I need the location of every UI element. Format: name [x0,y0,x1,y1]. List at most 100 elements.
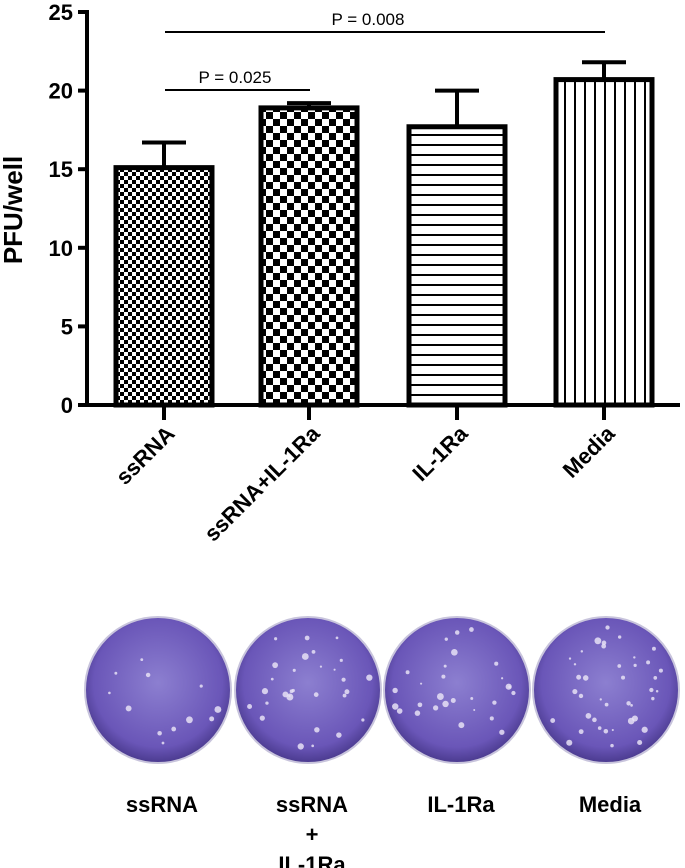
plaque [274,637,278,641]
plaque [341,677,346,682]
plaque [292,668,296,672]
plaque [501,677,504,680]
plaque [297,743,304,750]
plaque [653,676,658,680]
plaque [578,693,584,699]
plaque [209,716,215,722]
x-tick-label: IL-1Ra [407,420,473,486]
plaque [265,701,269,705]
plaque [489,716,494,721]
y-tick-label: 25 [49,0,73,25]
plaque [336,732,342,738]
plaque [261,688,269,695]
plaque [580,650,584,653]
plaque [649,687,654,693]
plaque [633,663,637,667]
plaque [578,729,584,735]
plaque [319,665,323,668]
plaque [458,722,465,729]
plate-label: + [306,822,319,847]
plaque [444,637,448,641]
plaque [576,674,582,680]
plaque [420,682,423,685]
plaque [405,670,410,675]
plaque [311,649,316,654]
plaque [454,630,460,635]
plaque [599,698,602,701]
plate-label: ssRNA [276,792,348,817]
plaque [450,698,456,704]
plaque [313,692,319,697]
x-tick-label: ssRNA+IL-1Ra [199,420,325,546]
plaque [508,685,512,689]
p-value: P = 0.025 [199,68,272,87]
plaque [573,663,577,666]
plaque [247,704,253,709]
plaque [270,677,274,681]
y-tick-label: 20 [49,79,73,104]
plate [532,616,680,764]
plaque [511,690,516,696]
plaque [568,657,572,660]
plaque [392,703,399,710]
plaque [414,710,421,716]
plaque [392,687,398,694]
plaque [344,689,350,695]
y-tick-label: 15 [49,157,73,182]
plaque [443,664,447,668]
plate [234,616,382,764]
plaque [492,700,497,705]
plaque [125,705,132,712]
plaque [114,671,118,675]
bar [406,124,508,408]
plaque [655,689,659,693]
plate-label: IL-1Ra [278,852,346,868]
bar [258,105,360,408]
plaque [311,744,315,748]
plaque [617,635,622,639]
plaque [651,696,655,701]
plaque [301,653,309,660]
plaque [442,700,449,708]
bar [553,77,655,408]
plaque [592,717,597,723]
plaque [259,715,265,721]
plaque [161,741,165,745]
plaque [186,716,193,724]
plaque [585,713,592,719]
plaque [611,728,614,732]
y-tick-label: 10 [49,236,73,261]
plaque [630,704,633,707]
plaque [605,625,610,630]
plaque [582,675,589,681]
plaque [621,675,626,680]
plaque [417,702,423,708]
plaque [396,708,403,714]
plaque [199,684,203,688]
plaque [473,708,476,711]
plaque [499,729,505,735]
plaque [633,656,636,659]
y-tick-label: 5 [61,314,73,339]
plate [383,616,531,764]
plaque [572,688,578,695]
plaque [658,668,663,673]
x-tick-label: ssRNA [111,421,180,490]
plaque [366,674,373,681]
bar [113,165,215,408]
plaque [594,637,602,645]
plaque [335,636,339,640]
plate-label: ssRNA [126,792,198,817]
y-axis-label: PFU/well [0,156,28,264]
plaque [626,701,631,706]
plaque [214,706,222,713]
p-value: P = 0.008 [332,10,405,29]
plaque [617,664,622,668]
y-tick-label: 0 [61,393,73,418]
plaque [469,627,474,632]
plaque [282,691,289,698]
plaque [494,661,499,666]
plaque [436,693,444,700]
plaque [342,693,347,698]
